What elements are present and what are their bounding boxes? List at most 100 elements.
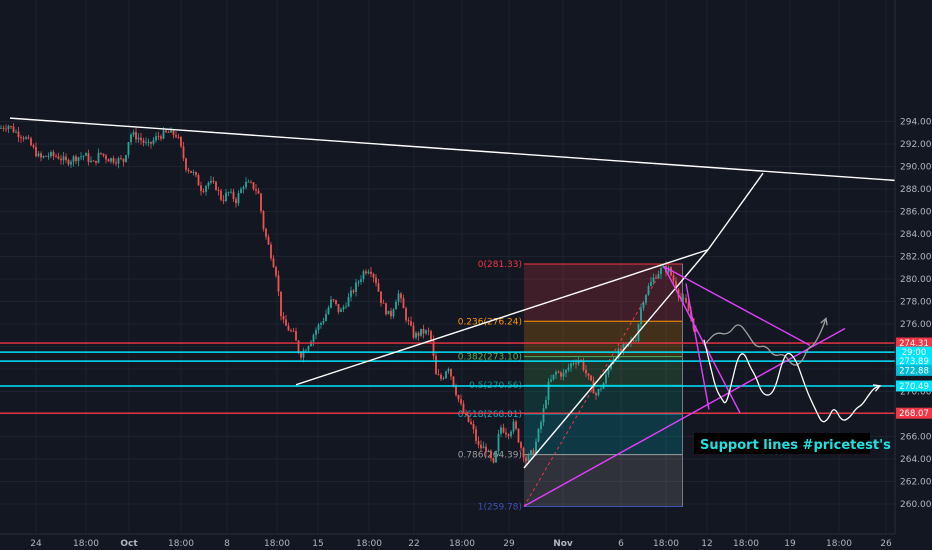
candle-body <box>435 355 437 375</box>
candle-body <box>70 161 72 165</box>
candle-body <box>227 192 230 193</box>
candle-body <box>202 191 205 192</box>
candle-body <box>75 156 77 162</box>
candle-body <box>432 339 435 356</box>
candle-body <box>162 130 165 139</box>
candle-body <box>175 134 177 137</box>
price-axis[interactable] <box>895 0 932 550</box>
time-tick-label: 18:00 <box>168 539 194 549</box>
candle-body <box>390 310 392 317</box>
candle-body <box>92 160 95 162</box>
candle-body <box>507 434 510 437</box>
candle-body <box>385 303 387 315</box>
candle-body <box>425 330 427 334</box>
candle-body <box>120 158 122 160</box>
time-axis[interactable] <box>0 534 932 550</box>
candle-body <box>297 340 300 353</box>
candle-body <box>170 129 172 133</box>
candle-body <box>42 155 45 158</box>
candle-body <box>310 341 312 347</box>
candle-body <box>192 171 195 173</box>
candle-body <box>525 457 527 462</box>
candle-body <box>397 293 400 302</box>
candle-body <box>482 446 485 449</box>
price-badge-label: 268.07 <box>899 409 929 419</box>
candle-body <box>105 155 107 160</box>
candle-body <box>392 309 395 317</box>
candle-body <box>122 158 125 162</box>
candle-body <box>280 291 282 317</box>
candle-body <box>687 302 690 312</box>
candle-body <box>320 322 322 325</box>
horizontal-levels[interactable] <box>0 342 895 414</box>
fib-zone <box>524 385 683 414</box>
candle-body <box>440 374 442 379</box>
fib-zone <box>524 454 683 507</box>
candle-body <box>610 363 612 369</box>
candle-body <box>52 152 55 156</box>
candle-body <box>422 328 425 334</box>
price-tick-label: 262.00 <box>900 478 932 488</box>
candle-body <box>260 193 262 212</box>
time-tick-label: 29 <box>503 539 515 549</box>
candle-body <box>682 298 685 299</box>
candle-body <box>142 140 145 143</box>
candle-body <box>572 363 575 365</box>
candle-body <box>40 153 42 158</box>
candle-body <box>495 451 497 463</box>
price-badge-label: 273.89 <box>899 357 929 367</box>
candle-body <box>375 277 377 284</box>
projection-paths[interactable] <box>703 317 882 423</box>
price-badge-label: 272.88 <box>899 366 929 376</box>
price-tick-label: 260.00 <box>900 500 932 510</box>
time-tick-label: 12 <box>701 539 712 549</box>
time-tick-label: 6 <box>618 539 624 549</box>
candle-body <box>287 325 290 331</box>
candle-body <box>405 308 407 321</box>
candle-body <box>37 153 40 157</box>
price-tick-label: 290.00 <box>900 163 932 173</box>
time-tick-label: 18:00 <box>826 539 852 549</box>
candle-body <box>127 142 130 156</box>
candle-body <box>505 432 507 435</box>
candle-body <box>257 190 260 194</box>
candle-body <box>617 348 620 359</box>
candle-body <box>545 399 547 409</box>
candle-body <box>555 371 557 375</box>
candle-body <box>557 371 560 373</box>
candle-body <box>590 375 592 381</box>
fib-edge <box>682 264 683 507</box>
candle-body <box>187 169 190 171</box>
candle-body <box>167 132 170 133</box>
price-badge-label: 274.31 <box>899 339 929 349</box>
projection-arrowhead <box>872 384 882 392</box>
candle-body <box>65 156 67 161</box>
candle-body <box>640 308 642 325</box>
candle-body <box>57 156 60 159</box>
candle-body <box>147 141 150 143</box>
annotation-note[interactable]: Support lines #pricetest's <box>694 433 891 454</box>
price-tick-label: 264.00 <box>900 455 932 465</box>
projection-path <box>705 318 827 366</box>
candle-body <box>270 244 272 259</box>
candle-body <box>267 236 270 245</box>
time-axis-labels: 24 18:00 Oct 18:00 8 18:00 15 18:00 22 18:00 29 Nov… <box>30 539 892 549</box>
price-tick-label: 276.00 <box>900 320 932 330</box>
candle-body <box>55 155 57 157</box>
candle-body <box>460 399 462 404</box>
candle-body <box>232 191 235 200</box>
trendlines[interactable] <box>9 117 906 507</box>
candle-body <box>212 180 215 182</box>
candle-body <box>222 199 225 201</box>
candle-body <box>475 429 477 442</box>
candle-body <box>282 316 285 320</box>
candle-body <box>527 454 530 462</box>
candle-body <box>197 175 200 186</box>
price-badge <box>896 337 932 349</box>
fib-zone <box>524 413 683 455</box>
candle-body <box>427 330 430 332</box>
time-tick-label: 24 <box>30 539 42 549</box>
fib-zone <box>524 264 683 322</box>
candle-body <box>645 294 647 303</box>
